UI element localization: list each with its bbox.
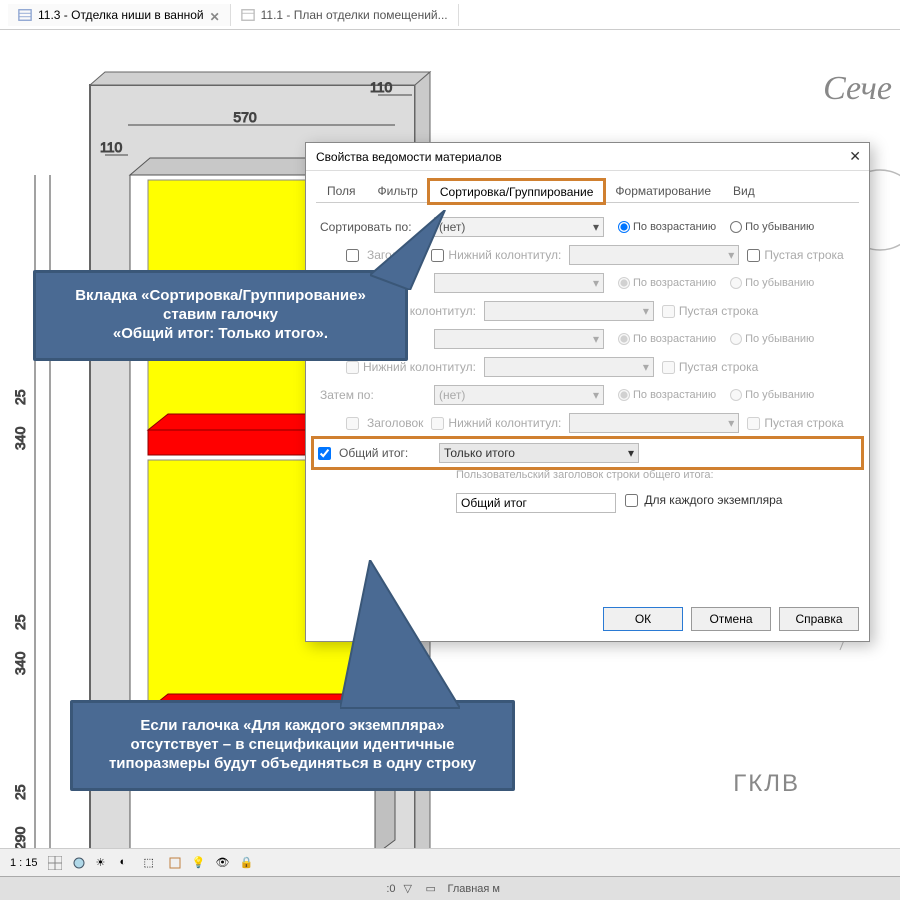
descending-radio — [730, 277, 742, 289]
svg-text:340: 340 — [12, 651, 28, 675]
dialog-tabs: Поля Фильтр Сортировка/Группирование Фор… — [316, 179, 859, 203]
svg-text:290: 290 — [12, 826, 28, 850]
help-button[interactable]: Справка — [779, 607, 859, 631]
document-tabbar: 11.3 - Отделка ниши в ванной ✕ 11.1 - Пл… — [0, 0, 900, 30]
section-title-fragment: Сече — [823, 70, 892, 108]
close-icon[interactable]: ✕ — [849, 148, 861, 165]
tab-fields[interactable]: Поля — [316, 179, 367, 202]
ok-button[interactable]: ОК — [603, 607, 683, 631]
doc-tab-label: 11.3 - Отделка ниши в ванной — [38, 8, 204, 22]
then-by-label: Затем по: — [316, 388, 426, 402]
filter-icon[interactable]: ▽ — [404, 882, 418, 896]
reveal-icon[interactable] — [168, 856, 182, 870]
svg-text:340: 340 — [12, 426, 28, 450]
svg-text:25: 25 — [12, 784, 28, 800]
footer-select: ▾ — [569, 245, 739, 265]
status-text: Главная м — [448, 883, 501, 895]
close-icon[interactable]: ✕ — [210, 10, 220, 20]
lightbulb-icon[interactable]: 💡 — [192, 856, 206, 870]
blank-line-checkbox — [747, 249, 760, 262]
annotation-callout: Если галочка «Для каждого экземпляра» от… — [70, 700, 515, 791]
grid-icon[interactable] — [48, 856, 62, 870]
custom-title-label: Пользовательский заголовок строки общего… — [316, 469, 859, 481]
svg-text:110: 110 — [370, 79, 393, 95]
tab-filter[interactable]: Фильтр — [367, 179, 429, 202]
tab-sorting-grouping[interactable]: Сортировка/Группирование — [429, 180, 605, 203]
cancel-button[interactable]: Отмена — [691, 607, 771, 631]
doc-tab-inactive[interactable]: 11.1 - План отделки помещений... — [231, 4, 459, 26]
status-bar: :0 ▽ ▭ Главная м — [0, 876, 900, 900]
per-instance-label: Для каждого экземпляра — [644, 493, 782, 507]
tab-formatting[interactable]: Форматирование — [604, 179, 722, 202]
custom-title-input[interactable] — [456, 493, 616, 513]
schedule-icon — [18, 8, 32, 22]
descending-radio[interactable] — [730, 221, 742, 233]
grand-total-checkbox[interactable] — [318, 447, 331, 460]
annotation-callout: Вкладка «Сортировка/Группирование» стави… — [33, 270, 408, 361]
ascending-radio — [618, 277, 630, 289]
shadows-icon[interactable]: ◐ — [120, 856, 134, 870]
selection-count: :0 — [386, 883, 395, 895]
sun-path-icon[interactable]: ☀ — [96, 856, 110, 870]
temp-hide-icon[interactable]: 👁 — [216, 856, 230, 870]
crop-icon[interactable]: ⬚ — [144, 856, 158, 870]
grand-total-row: Общий итог: Только итого▾ — [316, 441, 859, 465]
then-by-select: (нет)▾ — [434, 385, 604, 405]
svg-text:25: 25 — [12, 389, 28, 405]
tab-appearance[interactable]: Вид — [722, 179, 766, 202]
chevron-down-icon: ▾ — [593, 220, 599, 234]
ascending-radio[interactable] — [618, 221, 630, 233]
constraints-icon[interactable]: 🔒 — [240, 856, 254, 870]
grand-total-select[interactable]: Только итого▾ — [439, 443, 639, 463]
callout-pointer — [340, 560, 460, 710]
scale-label[interactable]: 1 : 15 — [10, 857, 38, 869]
callout-pointer — [370, 210, 470, 290]
dialog-title-text: Свойства ведомости материалов — [316, 150, 502, 164]
svg-text:25: 25 — [12, 614, 28, 630]
view-toolbar: 1 : 15 ☀ ◐ ⬚ 💡 👁 🔒 — [0, 848, 900, 876]
material-label: ГКЛВ — [733, 770, 800, 798]
doc-tab-active[interactable]: 11.3 - Отделка ниши в ванной ✕ — [8, 4, 231, 26]
svg-text:570: 570 — [233, 109, 257, 125]
dialog-titlebar[interactable]: Свойства ведомости материалов ✕ — [306, 143, 869, 171]
chevron-down-icon: ▾ — [628, 446, 634, 460]
model-icon[interactable]: ▭ — [426, 882, 440, 896]
doc-tab-label: 11.1 - План отделки помещений... — [261, 8, 448, 22]
header-checkbox — [346, 249, 359, 262]
then-by-select: ▾ — [434, 329, 604, 349]
per-instance-checkbox[interactable] — [625, 494, 638, 507]
visual-style-icon[interactable] — [72, 856, 86, 870]
grand-total-label: Общий итог: — [339, 446, 431, 460]
svg-text:110: 110 — [100, 139, 123, 155]
schedule-icon — [241, 8, 255, 22]
